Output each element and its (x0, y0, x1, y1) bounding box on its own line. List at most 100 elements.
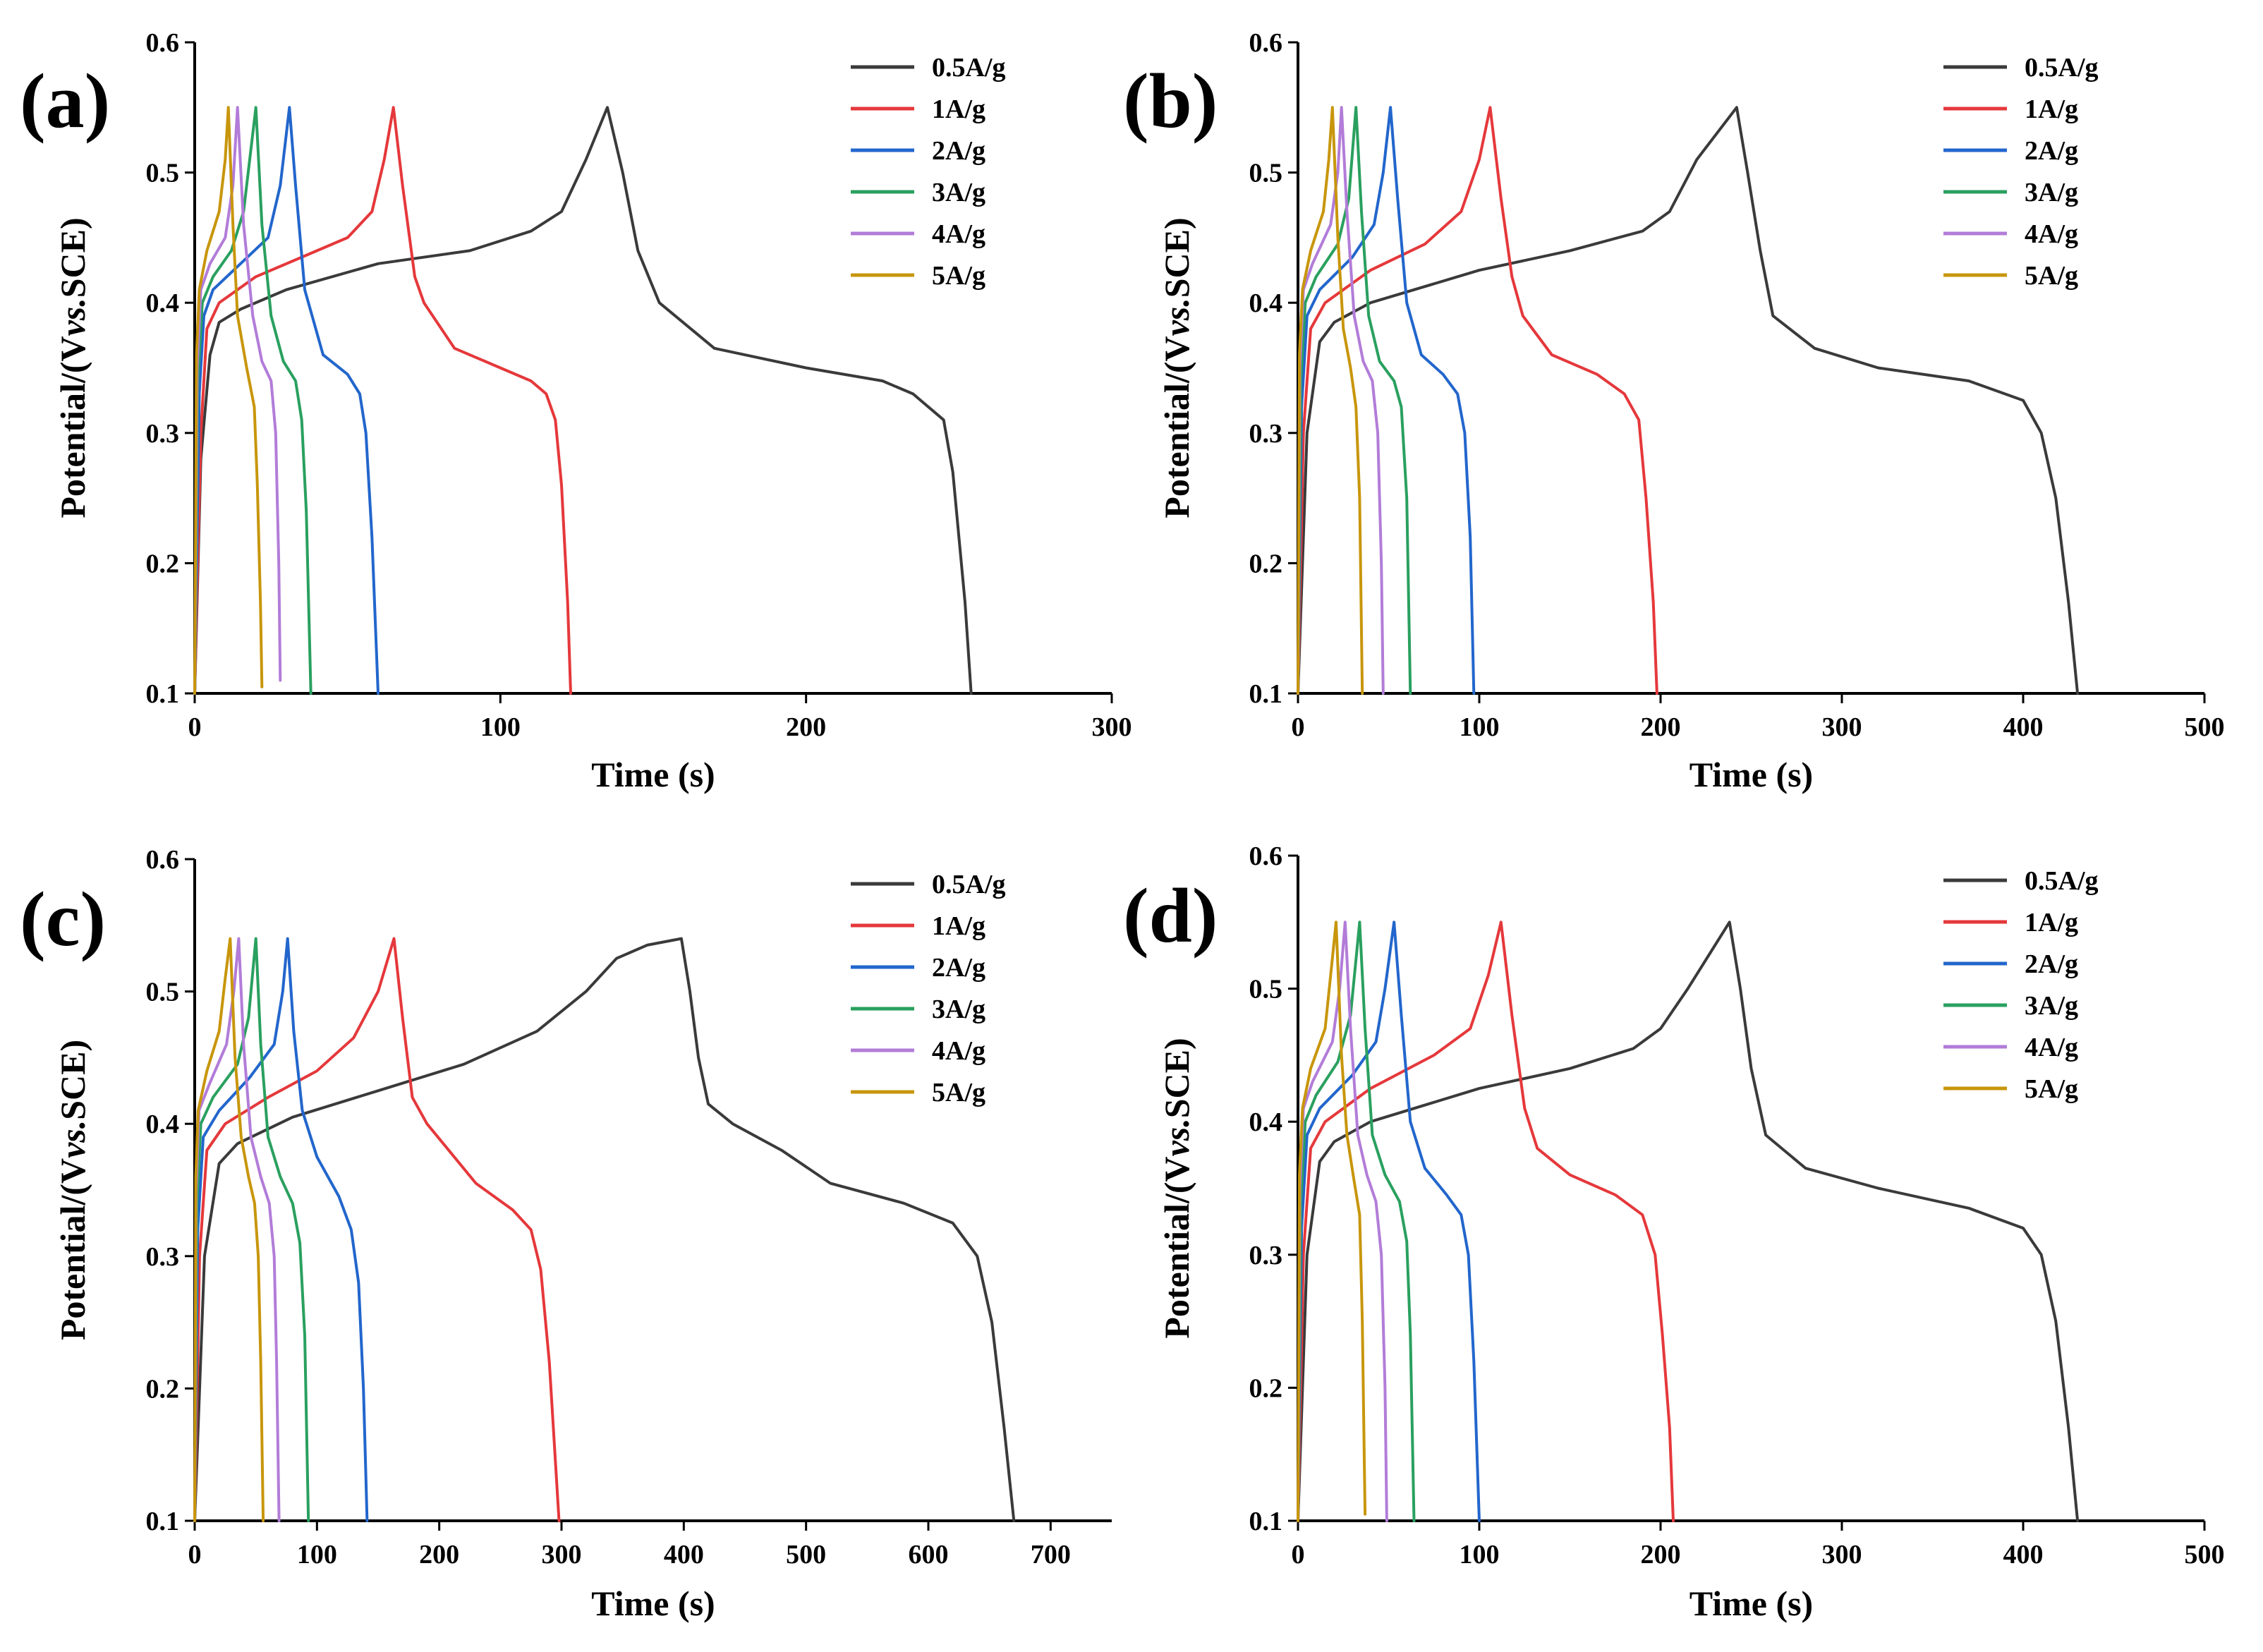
y-axis-title-part: SCE) (53, 1040, 92, 1120)
legend-label: 0.5A/g (932, 53, 1006, 83)
y-tick-label: 0.4 (1249, 289, 1283, 318)
y-axis-title-part: vs. (53, 1120, 92, 1158)
legend-label: 1A/g (932, 911, 985, 941)
y-axis-title: Potential/(Vvs.SCE) (53, 217, 92, 518)
y-axis-title-part: vs. (53, 298, 92, 336)
x-tick-label: 0 (1292, 712, 1305, 742)
x-tick-label: 300 (1822, 1540, 1862, 1569)
y-tick-label: 0.2 (1249, 1373, 1283, 1403)
y-axis-title: Potential/(Vvs.SCE) (1157, 1038, 1196, 1338)
legend-label: 5A/g (932, 261, 985, 291)
x-tick-label: 500 (2185, 1540, 2225, 1569)
x-tick-label: 500 (786, 1540, 826, 1569)
chart-panel-b: 0.1 0.2 0.3 0.4 0.5 0.6 0 100 200 300 400 500 Time (… (1123, 28, 2225, 794)
y-axis-title-part: vs. (1157, 1118, 1196, 1156)
y-axis-title-part: Potential/(V (1157, 336, 1196, 518)
series-line-2A-g (193, 106, 380, 695)
y-tick-label: 0.6 (146, 28, 180, 58)
series-line-2A-g (1297, 921, 1481, 1522)
x-tick-label: 0 (188, 712, 202, 742)
y-axis-title-part: Potential/(V (53, 1158, 92, 1340)
series-line-4A-g (193, 106, 282, 695)
y-tick-label: 0.2 (1249, 549, 1283, 578)
series-line-5A-g (193, 937, 265, 1522)
x-tick-label: 0 (1292, 1540, 1305, 1569)
x-tick-label: 0 (188, 1540, 202, 1569)
legend-label: 2A/g (2025, 136, 2078, 166)
y-tick-label: 0.2 (146, 549, 180, 578)
y-tick-label: 0.1 (146, 679, 180, 709)
series-line-4A-g (193, 937, 281, 1522)
series-line-5A-g (1297, 106, 1364, 695)
x-axis-title: Time (s) (1689, 1584, 1813, 1623)
panel-label: (b) (1123, 58, 1218, 144)
x-tick-label: 200 (1641, 1540, 1681, 1569)
chart-panel-c: 0.1 0.2 0.3 0.4 0.5 0.6 0 100 200 300 400 500 600 700… (20, 845, 1112, 1623)
x-axis-title: Time (s) (591, 755, 715, 794)
panel-label: (c) (20, 876, 106, 962)
x-tick-label: 600 (909, 1540, 949, 1569)
y-axis-title-part: SCE) (1157, 1038, 1196, 1118)
x-tick-label: 200 (419, 1540, 459, 1569)
legend-label: 1A/g (2025, 95, 2078, 124)
panel-label: (d) (1123, 873, 1218, 959)
legend-label: 5A/g (2025, 261, 2078, 291)
y-tick-label: 0.3 (1249, 419, 1283, 449)
series-line-3A-g (193, 937, 310, 1522)
y-tick-label: 0.6 (1249, 842, 1283, 871)
series-line-3A-g (1297, 106, 1412, 695)
y-tick-label: 0.4 (146, 1110, 180, 1139)
x-tick-label: 200 (786, 712, 826, 742)
legend-label: 4A/g (2025, 1033, 2078, 1062)
x-tick-label: 100 (297, 1540, 337, 1569)
x-tick-label: 400 (2003, 1540, 2044, 1569)
x-tick-label: 300 (542, 1540, 582, 1569)
x-tick-label: 300 (1092, 712, 1132, 742)
series-line-1A-g (193, 937, 561, 1522)
series-line-3A-g (1297, 921, 1416, 1522)
y-tick-label: 0.2 (146, 1374, 180, 1404)
y-tick-label: 0.6 (146, 845, 180, 875)
y-tick-label: 0.5 (146, 978, 180, 1007)
legend-label: 0.5A/g (932, 870, 1006, 899)
series-line-0-5A-g (193, 937, 1016, 1522)
y-tick-label: 0.5 (146, 159, 180, 188)
x-tick-label: 500 (2185, 712, 2225, 742)
legend-label: 5A/g (2025, 1074, 2078, 1104)
series-line-2A-g (193, 937, 369, 1522)
x-tick-label: 100 (480, 712, 521, 742)
x-tick-label: 100 (1460, 712, 1500, 742)
x-tick-label: 200 (1641, 712, 1681, 742)
y-tick-label: 0.4 (1249, 1107, 1283, 1137)
x-axis-title: Time (s) (1689, 755, 1813, 794)
legend-label: 0.5A/g (2025, 53, 2099, 83)
legend-label: 3A/g (932, 178, 985, 207)
legend-label: 2A/g (2025, 949, 2078, 979)
series-line-5A-g (193, 106, 264, 695)
chart-panel-a: 0.1 0.2 0.3 0.4 0.5 0.6 0 100 200 300 Time (s) Pote… (20, 28, 1132, 794)
y-tick-label: 0.6 (1249, 28, 1283, 58)
series-line-1A-g (1297, 106, 1658, 695)
panel-label: (a) (20, 58, 110, 144)
legend-label: 2A/g (932, 136, 985, 166)
series-line-2A-g (1297, 106, 1476, 695)
series-line-0-5A-g (1297, 921, 2080, 1522)
legend-label: 5A/g (932, 1078, 985, 1107)
y-axis-title-part: SCE) (1157, 217, 1196, 298)
y-tick-label: 0.3 (146, 419, 180, 449)
series-line-1A-g (1297, 921, 1675, 1522)
y-axis-title-part: Potential/(V (53, 336, 92, 518)
y-tick-label: 0.1 (1249, 1507, 1283, 1536)
y-tick-label: 0.3 (1249, 1241, 1283, 1270)
series-line-4A-g (1297, 106, 1385, 695)
x-tick-label: 400 (664, 1540, 704, 1569)
series-line-3A-g (193, 106, 313, 695)
legend-label: 1A/g (2025, 908, 2078, 937)
x-tick-label: 100 (1460, 1540, 1500, 1569)
series-line-1A-g (193, 106, 572, 695)
legend-label: 4A/g (932, 219, 985, 249)
legend-label: 2A/g (932, 953, 985, 983)
legend-label: 4A/g (932, 1036, 985, 1066)
y-axis-title-part: SCE) (53, 217, 92, 298)
